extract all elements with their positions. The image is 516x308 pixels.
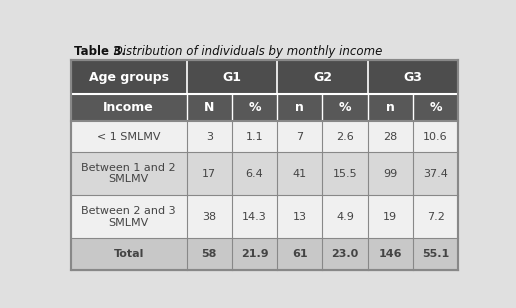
- Bar: [71, 238, 458, 270]
- Bar: [322, 95, 368, 121]
- Text: 28: 28: [383, 132, 397, 141]
- Text: 2.6: 2.6: [336, 132, 354, 141]
- Bar: [71, 195, 458, 238]
- Text: 23.0: 23.0: [331, 249, 359, 259]
- Text: 99: 99: [383, 169, 397, 179]
- Text: 4.9: 4.9: [336, 212, 354, 222]
- Bar: [71, 95, 187, 121]
- Text: 146: 146: [379, 249, 402, 259]
- Text: Between 1 and 2
SMLMV: Between 1 and 2 SMLMV: [82, 163, 176, 184]
- Text: n: n: [386, 101, 395, 114]
- Text: 21.9: 21.9: [241, 249, 268, 259]
- Text: 15.5: 15.5: [333, 169, 358, 179]
- Text: G3: G3: [404, 71, 423, 84]
- Text: 10.6: 10.6: [423, 132, 448, 141]
- Text: 37.4: 37.4: [423, 169, 448, 179]
- Text: 38: 38: [202, 212, 216, 222]
- Text: 41: 41: [293, 169, 307, 179]
- Bar: [277, 95, 322, 121]
- Text: 61: 61: [292, 249, 308, 259]
- Text: 7.2: 7.2: [427, 212, 444, 222]
- Bar: [413, 95, 458, 121]
- Text: %: %: [248, 101, 261, 114]
- Text: 13: 13: [293, 212, 307, 222]
- Text: %: %: [429, 101, 442, 114]
- Bar: [71, 60, 187, 95]
- Text: 1.1: 1.1: [246, 132, 263, 141]
- Text: 7: 7: [296, 132, 303, 141]
- Text: 3: 3: [206, 132, 213, 141]
- Text: Between 2 and 3
SMLMV: Between 2 and 3 SMLMV: [82, 206, 176, 228]
- Text: 6.4: 6.4: [246, 169, 264, 179]
- Text: G1: G1: [222, 71, 241, 84]
- Bar: [187, 60, 277, 95]
- Text: G2: G2: [313, 71, 332, 84]
- Text: 17: 17: [202, 169, 216, 179]
- Bar: [368, 95, 413, 121]
- Text: n: n: [295, 101, 304, 114]
- Bar: [368, 60, 458, 95]
- Text: Distribution of individuals by monthly income: Distribution of individuals by monthly i…: [110, 45, 382, 58]
- Text: 58: 58: [202, 249, 217, 259]
- Text: 55.1: 55.1: [422, 249, 449, 259]
- Text: Total: Total: [114, 249, 144, 259]
- Bar: [187, 95, 232, 121]
- Bar: [71, 152, 458, 195]
- Bar: [232, 95, 277, 121]
- Bar: [277, 60, 368, 95]
- Bar: [71, 60, 458, 270]
- Text: Table 3.: Table 3.: [74, 45, 126, 58]
- Text: %: %: [339, 101, 351, 114]
- Text: 14.3: 14.3: [242, 212, 267, 222]
- Text: N: N: [204, 101, 215, 114]
- Bar: [71, 121, 458, 152]
- Text: < 1 SMLMV: < 1 SMLMV: [97, 132, 160, 141]
- Text: Age groups: Age groups: [89, 71, 169, 84]
- Text: Income: Income: [103, 101, 154, 114]
- Text: 19: 19: [383, 212, 397, 222]
